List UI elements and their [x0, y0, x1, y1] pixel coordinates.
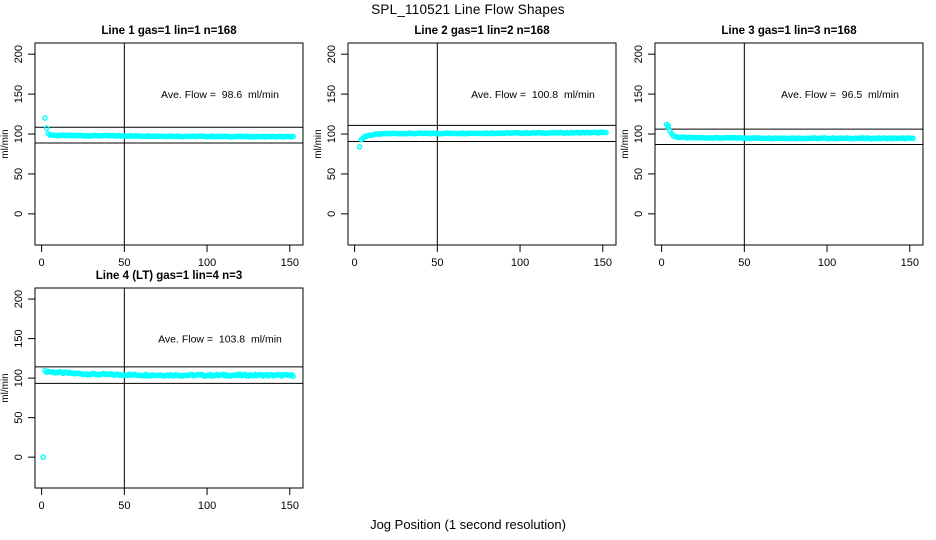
panel: 0 50 100 150 0 50 100 150 200 ml/min Line 1 gas=1 … — [0, 25, 304, 269]
y-tick-label: 150 — [13, 329, 25, 347]
y-tick-label: 150 — [13, 85, 25, 103]
x-tick-label: 150 — [594, 257, 612, 269]
y-tick-label: 50 — [13, 168, 25, 180]
y-tick-label: 0 — [13, 211, 25, 217]
plot-box — [34, 287, 304, 489]
plot-box — [34, 42, 304, 246]
avg-flow-annotation: Ave. Flow = 103.8 ml/min — [158, 334, 282, 346]
x-tick-label: 150 — [281, 257, 299, 269]
x-tick-label: 50 — [118, 500, 130, 512]
y-tick-label: 150 — [326, 85, 338, 103]
y-axis-title: ml/min — [620, 129, 631, 158]
y-tick-label: 100 — [633, 125, 645, 143]
panel-title: Line 4 (LT) gas=1 lin=4 n=3 — [96, 270, 242, 282]
panel-title: Line 1 gas=1 lin=1 n=168 — [101, 25, 237, 37]
panel: 0 50 100 150 0 50 100 150 200 ml/min Line 2 gas=1 … — [313, 25, 617, 269]
panel: 0 50 100 150 0 50 100 150 200 ml/min Line 4 (LT) g… — [0, 270, 304, 512]
y-tick-label: 150 — [633, 85, 645, 103]
avg-flow-annotation: Ave. Flow = 98.6 ml/min — [161, 89, 279, 101]
panel-title: Line 3 gas=1 lin=3 n=168 — [721, 25, 857, 37]
plot-box — [347, 42, 617, 246]
data-point — [910, 135, 916, 142]
y-tick-label: 200 — [326, 45, 338, 63]
y-tick-label: 50 — [326, 168, 338, 180]
avg-flow-annotation: Ave. Flow = 100.8 ml/min — [471, 89, 595, 101]
outlier-point — [42, 115, 48, 121]
x-tick-label: 0 — [352, 257, 358, 269]
avg-flow-annotation: Ave. Flow = 96.5 ml/min — [781, 89, 899, 101]
data-point — [290, 373, 296, 380]
x-tick-label: 50 — [431, 257, 443, 269]
chart-main-title: SPL_110521 Line Flow Shapes — [371, 2, 565, 17]
x-tick-label: 100 — [198, 257, 216, 269]
y-tick-label: 0 — [13, 454, 25, 460]
data-point — [290, 133, 296, 140]
y-tick-label: 50 — [13, 412, 25, 424]
panel-title: Line 2 gas=1 lin=2 n=168 — [414, 25, 550, 37]
y-axis-title: ml/min — [0, 373, 11, 402]
data-point — [43, 125, 50, 131]
x-tick-label: 150 — [281, 500, 299, 512]
y-tick-label: 50 — [633, 168, 645, 180]
panel: 0 50 100 150 0 50 100 150 200 ml/min Line 3 gas=1 … — [620, 25, 924, 269]
y-tick-label: 100 — [13, 125, 25, 143]
x-tick-label: 0 — [39, 500, 45, 512]
data-point — [603, 129, 609, 136]
y-axis-title: ml/min — [313, 129, 324, 158]
y-tick-label: 0 — [633, 211, 645, 217]
x-tick-label: 50 — [118, 257, 130, 269]
outlier-point — [356, 143, 363, 150]
x-tick-label: 150 — [901, 257, 919, 269]
y-tick-label: 0 — [326, 211, 338, 217]
x-tick-label: 50 — [738, 257, 750, 269]
y-tick-label: 200 — [13, 45, 25, 63]
y-axis-title: ml/min — [0, 129, 11, 158]
x-axis-label: Jog Position (1 second resolution) — [370, 517, 566, 532]
outlier-point — [665, 122, 672, 129]
x-tick-label: 0 — [39, 257, 45, 269]
y-tick-label: 200 — [13, 290, 25, 308]
x-tick-label: 0 — [659, 257, 665, 269]
y-tick-label: 100 — [13, 369, 25, 387]
y-tick-label: 200 — [633, 45, 645, 63]
x-tick-label: 100 — [198, 500, 216, 512]
x-tick-label: 100 — [818, 257, 836, 269]
outlier-point — [40, 454, 47, 460]
x-tick-label: 100 — [511, 257, 529, 269]
y-tick-label: 100 — [326, 125, 338, 143]
